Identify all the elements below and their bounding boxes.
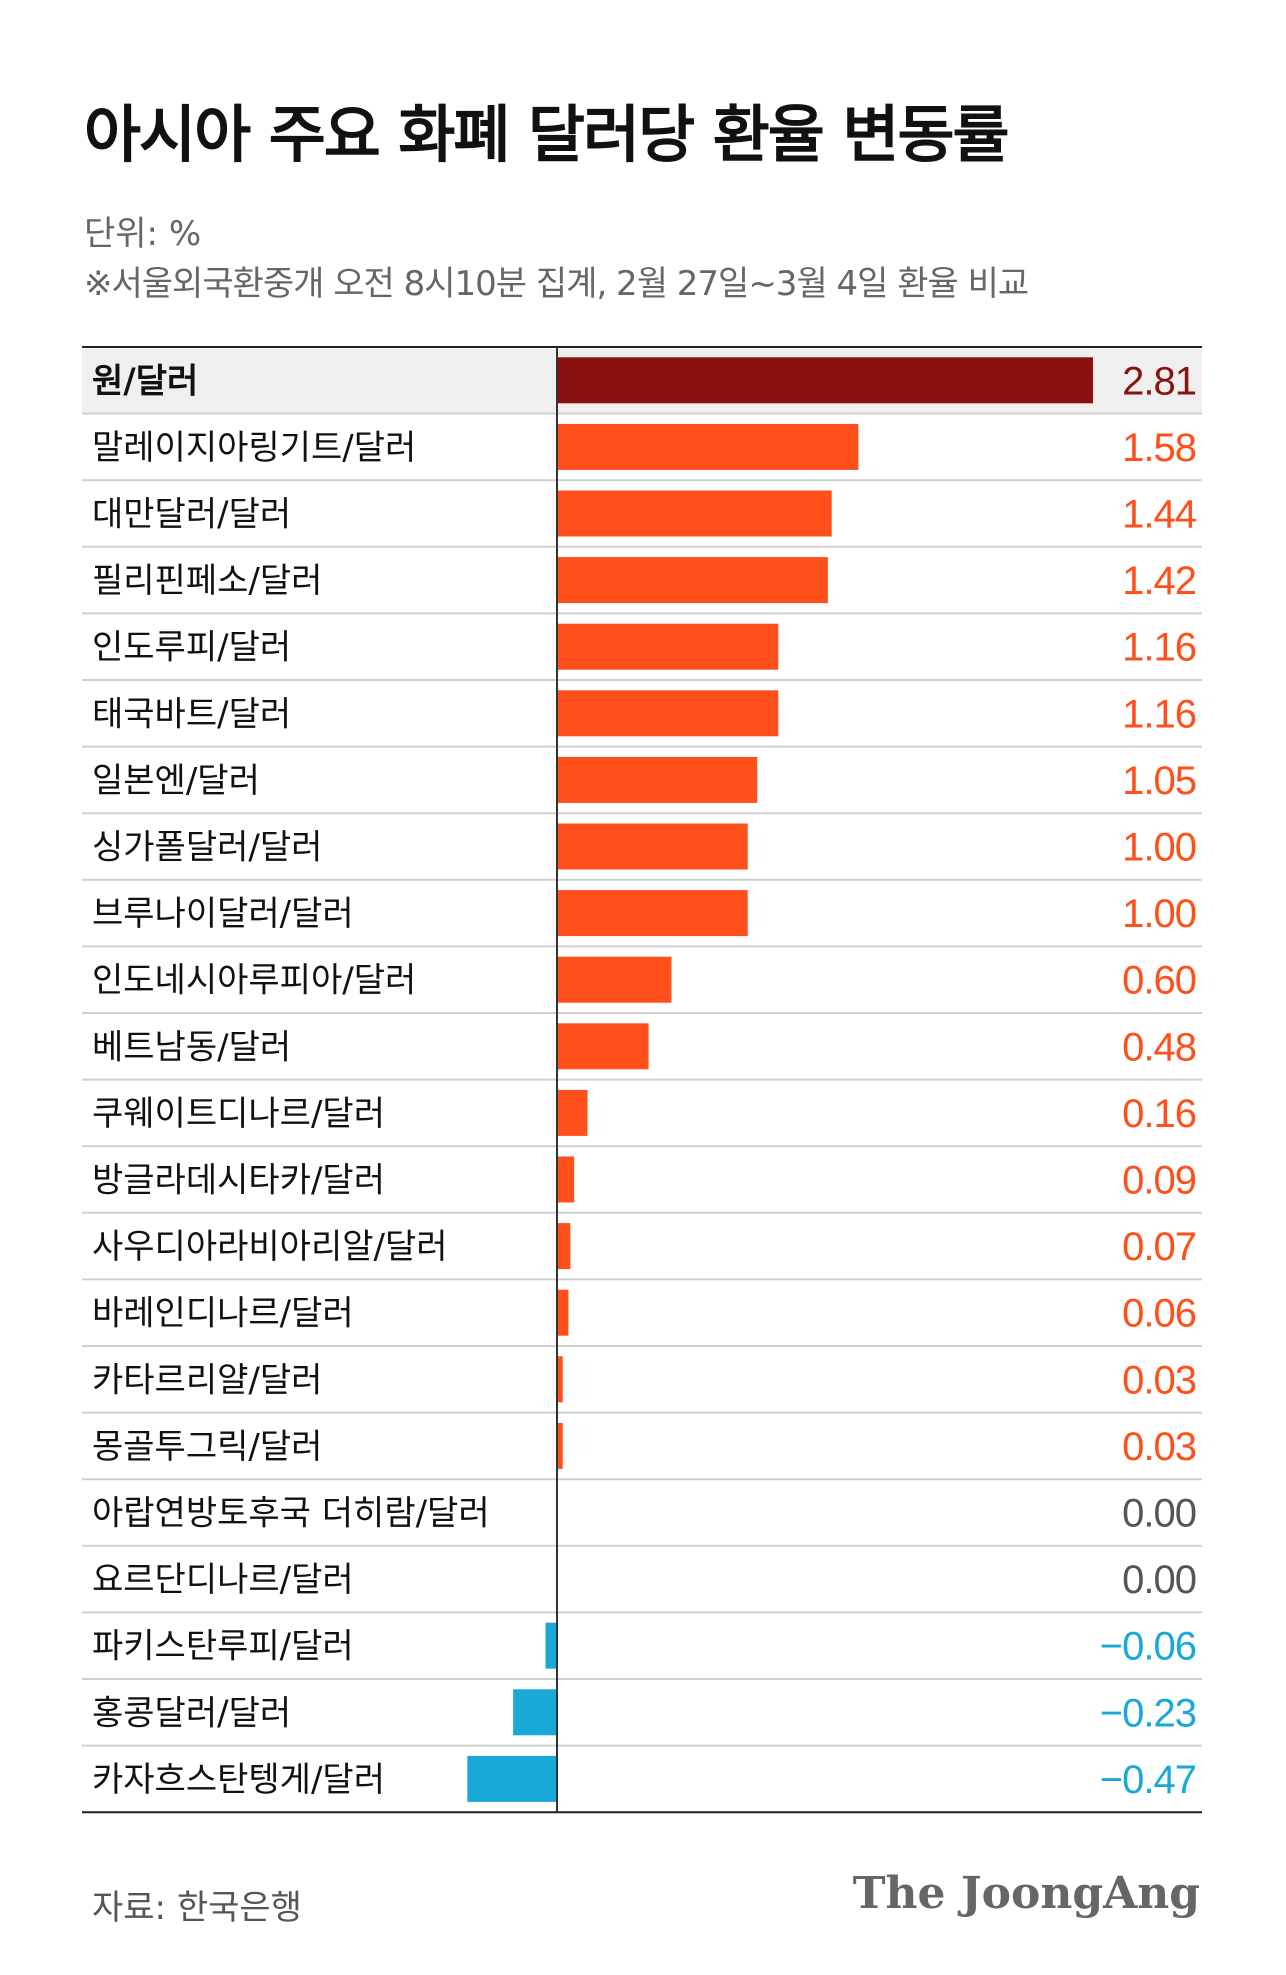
category-label: 태국바트/달러 xyxy=(92,694,291,734)
value-label: 0.03 xyxy=(1122,1358,1196,1402)
category-label: 방글라데시타카/달러 xyxy=(92,1161,385,1201)
bar xyxy=(557,890,748,937)
bar xyxy=(557,357,1093,404)
category-label: 싱가폴달러/달러 xyxy=(92,828,322,868)
value-label: 0.00 xyxy=(1122,1558,1196,1602)
chart-title: 아시아 주요 화폐 달러당 환율 변동률 xyxy=(84,98,1010,171)
category-label: 대만달러/달러 xyxy=(92,495,291,535)
value-label: −0.23 xyxy=(1100,1691,1196,1735)
value-label: 1.05 xyxy=(1122,759,1196,803)
value-label: 1.00 xyxy=(1122,892,1196,936)
value-label: 0.09 xyxy=(1122,1159,1196,1203)
bar xyxy=(557,490,832,537)
category-label: 바레인디나르/달러 xyxy=(92,1294,354,1334)
category-label: 쿠웨이트디나르/달러 xyxy=(92,1094,385,1134)
value-label: 1.44 xyxy=(1122,493,1197,537)
category-label: 원/달러 xyxy=(92,361,198,401)
bar-chart: 원/달러 2.81 말레이지아링기트/달러 1.58 대만달러/달러 1.44 필리핀페소/… xyxy=(82,346,1202,1814)
bar xyxy=(557,557,828,604)
value-label: 1.16 xyxy=(1122,626,1196,670)
source-note: 자료: 한국은행 xyxy=(92,1888,302,1928)
category-label: 필리핀페소/달러 xyxy=(92,561,322,601)
value-label: −0.47 xyxy=(1100,1758,1196,1802)
value-label: 1.00 xyxy=(1122,826,1196,870)
bar xyxy=(467,1755,557,1802)
category-label: 인도루피/달러 xyxy=(92,628,291,668)
bar xyxy=(557,1422,563,1469)
value-label: 0.06 xyxy=(1122,1292,1196,1336)
category-label: 일본엔/달러 xyxy=(92,761,260,801)
value-label: 0.16 xyxy=(1122,1092,1196,1136)
chart-note: ※서울외국환중개 오전 8시10분 집계, 2월 27일~3월 4일 환율 비교 xyxy=(84,264,1029,304)
bar xyxy=(557,1089,588,1136)
value-label: 0.07 xyxy=(1122,1225,1196,1269)
value-label: −0.06 xyxy=(1100,1625,1196,1669)
bar xyxy=(557,423,859,470)
category-label: 홍콩달러/달러 xyxy=(92,1693,291,1733)
category-label: 말레이지아링기트/달러 xyxy=(92,428,416,468)
bar xyxy=(557,1289,569,1336)
category-label: 베트남동/달러 xyxy=(92,1027,291,1067)
bar xyxy=(557,1223,571,1270)
bar xyxy=(545,1622,557,1669)
bar xyxy=(557,823,748,870)
bar xyxy=(557,1356,563,1403)
publisher-logo: The JoongAng xyxy=(852,1868,1200,1919)
value-label: 0.60 xyxy=(1122,959,1196,1003)
value-label: 1.16 xyxy=(1122,692,1196,736)
category-label: 카자흐스탄텡게/달러 xyxy=(92,1760,385,1800)
bar xyxy=(557,623,779,670)
value-label: 0.48 xyxy=(1122,1025,1196,1069)
bar xyxy=(557,956,672,1003)
category-label: 인도네시아루피아/달러 xyxy=(92,961,416,1001)
category-label: 카타르리얄/달러 xyxy=(92,1360,322,1400)
category-label: 요르단디나르/달러 xyxy=(92,1560,354,1600)
category-label: 몽골투그릭/달러 xyxy=(92,1427,322,1467)
bar xyxy=(557,1156,575,1203)
bar xyxy=(557,756,758,803)
category-label: 파키스탄루피/달러 xyxy=(92,1627,354,1667)
category-label: 아랍연방토후국 더히람/달러 xyxy=(92,1494,490,1534)
bar xyxy=(557,690,779,737)
value-label: 1.42 xyxy=(1122,559,1196,603)
value-label: 1.58 xyxy=(1122,426,1196,470)
value-label: 2.81 xyxy=(1122,359,1196,403)
category-label: 브루나이달러/달러 xyxy=(92,894,354,934)
value-label: 0.00 xyxy=(1122,1492,1196,1536)
bar xyxy=(557,1023,649,1070)
category-label: 사우디아라비아리알/달러 xyxy=(92,1227,448,1267)
chart-unit: 단위: % xyxy=(84,214,202,254)
value-label: 0.03 xyxy=(1122,1425,1196,1469)
bar xyxy=(513,1689,557,1736)
